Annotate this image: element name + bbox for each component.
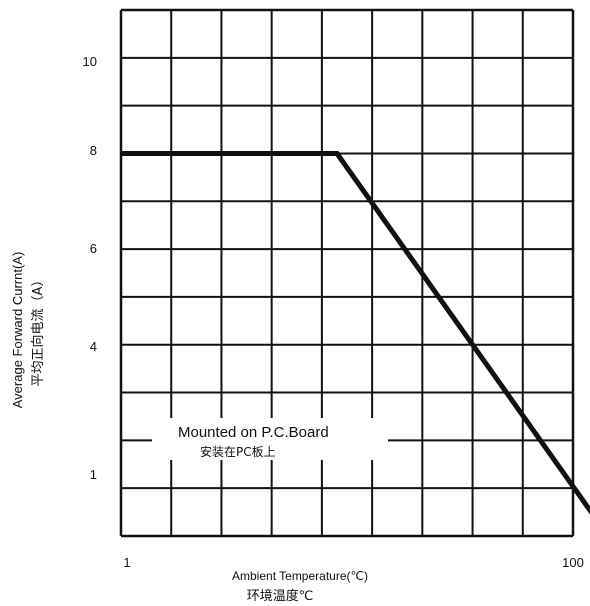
y-tick-label: 10 [83, 54, 97, 69]
x-axis-label: Ambient Temperature(℃) [232, 569, 368, 583]
y-tick-label: 4 [90, 339, 97, 354]
series [121, 151, 590, 515]
y-ticks: 10 8 6 4 1 [83, 54, 97, 482]
y-tick-label: 1 [90, 467, 97, 482]
y-axis-label: Average Forward Currnt(A) [10, 252, 25, 409]
grid [119, 8, 575, 538]
y-tick-label: 8 [90, 143, 97, 158]
x-tick-label: 100 [562, 555, 584, 570]
series-line [121, 151, 590, 515]
x-tick-label: 1 [123, 555, 130, 570]
x-ticks: 1 100 [123, 555, 583, 570]
x-axis-label-cn: 环境温度℃ [247, 588, 314, 604]
annotation-background [152, 418, 388, 460]
y-axis-label-cn: 平均正向电流（A） [30, 274, 46, 387]
y-tick-label: 6 [90, 241, 97, 256]
annotation-label: Mounted on P.C.Board [178, 424, 329, 441]
annotation-label-cn: 安装在PC板上 [200, 444, 276, 459]
